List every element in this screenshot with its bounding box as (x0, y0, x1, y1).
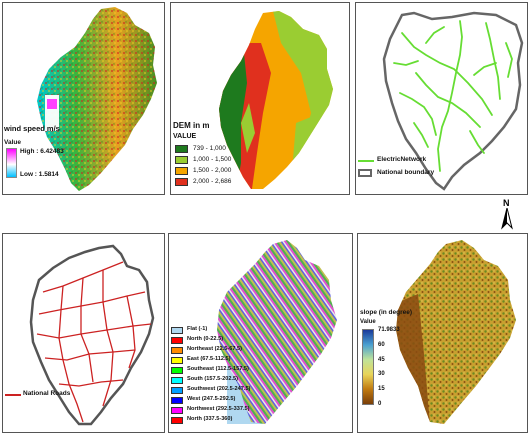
aspect-class-swatch (171, 347, 183, 354)
aspect-class-label: Northwest (292.5-337.5) (187, 406, 250, 412)
electric-network-map (382, 11, 524, 191)
wind-legend-high: High : 6.42483 (20, 148, 64, 155)
national-boundary-line (382, 11, 524, 191)
electric-legend: ElectricNetwork National boundary (356, 155, 476, 183)
slope-tick-label: 60 (378, 341, 385, 348)
aspect-class-3: East (67.5-112.5) (171, 356, 261, 365)
aspect-map-panel: Flat (-1) North (0-22.5) Northeast (22.5-6… (168, 233, 353, 433)
electric-network-map-panel: ElectricNetwork National boundary (355, 2, 528, 195)
national-roads-label: National Roads (23, 390, 71, 397)
slope-tick-label: 71.9833 (378, 327, 400, 333)
dem-class-label: 2,000 - 2,686 (193, 178, 232, 185)
national-roads-map-panel: National Roads (2, 233, 165, 433)
aspect-class-swatch (171, 357, 183, 364)
north-arrow-icon (501, 208, 513, 230)
aspect-class-label: East (67.5-112.5) (187, 356, 231, 362)
dem-legend: DEM in m VALUE 739 - 1,000 1,000 - 1,500… (173, 121, 283, 193)
wind-legend-low: Low : 1.5814 (20, 171, 59, 178)
aspect-class-2: Northeast (22.5-67.5) (171, 346, 261, 355)
slope-legend-title: slope (in degree) (360, 309, 413, 316)
national-boundary-swatch (358, 169, 372, 177)
aspect-class-1: North (0-22.5) (171, 336, 261, 345)
aspect-class-label: South (157.5-202.5) (187, 376, 238, 382)
aspect-class-0: Flat (-1) (171, 326, 261, 335)
aspect-class-swatch (171, 327, 183, 334)
wind-legend-value-label: Value (4, 139, 21, 146)
aspect-class-swatch (171, 367, 183, 374)
aspect-legend: Flat (-1) North (0-22.5) Northeast (22.5-6… (171, 326, 261, 431)
slope-tick-label: 0 (378, 401, 382, 407)
aspect-class-label: Southeast (112.5-157.5) (187, 366, 249, 372)
wind-legend: wind speed m/s Value High : 6.42483 Low … (4, 124, 84, 184)
dem-class-swatch (175, 167, 188, 175)
aspect-class-swatch (171, 387, 183, 394)
wind-speed-map (37, 7, 157, 191)
dem-class-label: 1,500 - 2,000 (193, 167, 232, 174)
aspect-class-8: Northwest (292.5-337.5) (171, 406, 261, 415)
aspect-class-label: West (247.5-292.5) (187, 396, 236, 402)
slope-legend-ramp (362, 329, 374, 405)
wind-legend-ramp (6, 148, 17, 178)
roads-legend: National Roads (3, 388, 93, 402)
aspect-class-5: South (157.5-202.5) (171, 376, 261, 385)
dem-class-swatch (175, 145, 188, 153)
slope-tick-label: 45 (378, 356, 385, 363)
aspect-class-swatch (171, 397, 183, 404)
electric-network-swatch (358, 160, 374, 162)
dem-map-panel: DEM in m VALUE 739 - 1,000 1,000 - 1,500… (170, 2, 350, 195)
dem-class-label: 1,000 - 1,500 (193, 156, 232, 163)
aspect-class-6: Southwest (202.5-247.5) (171, 386, 261, 395)
wind-speed-map-panel: wind speed m/s Value High : 6.42483 Low … (2, 2, 165, 195)
slope-tick-label: 15 (378, 386, 385, 393)
dem-class-swatch (175, 156, 188, 164)
north-arrow: N (498, 198, 518, 230)
dem-class-label: 739 - 1,000 (193, 145, 226, 152)
north-letter: N (503, 198, 510, 208)
dem-map (219, 11, 333, 189)
aspect-class-label: Southwest (202.5-247.5) (187, 386, 251, 392)
aspect-class-label: North (337.5-360) (187, 416, 233, 422)
slope-legend-value-label: Value (360, 319, 376, 325)
aspect-class-9: North (337.5-360) (171, 416, 261, 425)
national-roads-map (29, 244, 155, 426)
electric-network-label: ElectricNetwork (377, 156, 427, 163)
aspect-class-swatch (171, 377, 183, 384)
national-roads-lines (36, 261, 152, 423)
electric-network-lines (393, 20, 513, 172)
aspect-class-swatch (171, 337, 183, 344)
aspect-class-label: Flat (-1) (187, 326, 208, 332)
national-boundary-label: National boundary (377, 169, 435, 176)
wind-legend-title: wind speed m/s (4, 124, 60, 133)
aspect-class-4: Southeast (112.5-157.5) (171, 366, 261, 375)
slope-legend: slope (in degree) Value 71.9833 60 45 30 15 0 (360, 309, 430, 409)
slope-map (396, 240, 516, 424)
slope-map-panel: slope (in degree) Value 71.9833 60 45 30 15 0 (357, 233, 528, 433)
aspect-class-label: Northeast (22.5-67.5) (187, 346, 243, 352)
aspect-map (217, 240, 337, 424)
dem-legend-value-label: VALUE (173, 133, 197, 140)
aspect-class-7: West (247.5-292.5) (171, 396, 261, 405)
aspect-class-label: North (0-22.5) (187, 336, 224, 342)
dem-legend-title: DEM in m (173, 121, 210, 130)
aspect-class-swatch (171, 417, 183, 424)
national-roads-swatch (5, 394, 21, 396)
aspect-class-swatch (171, 407, 183, 414)
dem-class-swatch (175, 178, 188, 186)
slope-tick-label: 30 (378, 371, 385, 378)
